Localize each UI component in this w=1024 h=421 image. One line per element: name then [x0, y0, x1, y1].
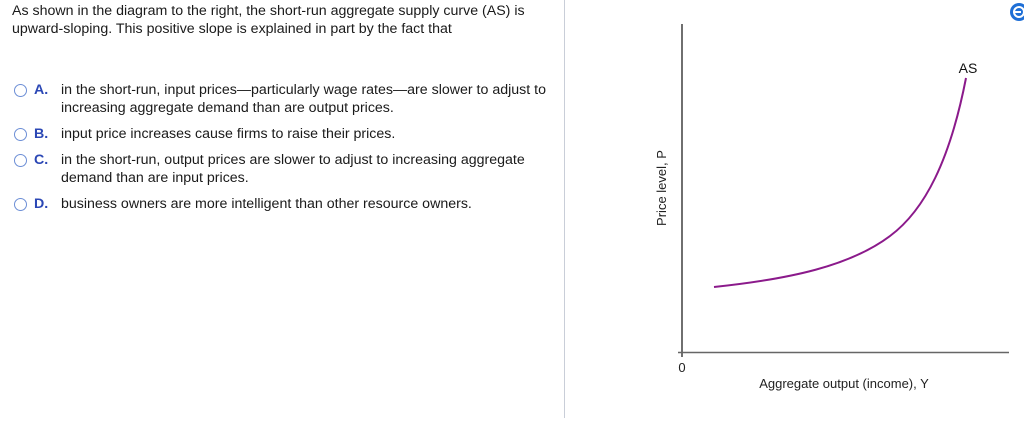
choice-letter: A.: [34, 82, 49, 98]
circle-arrow-icon[interactable]: [1009, 2, 1024, 22]
radio-a[interactable]: [14, 83, 27, 97]
as-curve-label: AS: [959, 60, 978, 76]
choice-letter: C.: [34, 152, 49, 168]
choice-text: in the short-run, input prices—particula…: [61, 82, 546, 116]
radio-c[interactable]: [14, 153, 27, 167]
x-axis-label: Aggregate output (income), Y: [759, 376, 929, 391]
choice-a[interactable]: A. in the short-run, input prices—partic…: [14, 81, 554, 117]
choice-text: business owners are more intelligent tha…: [61, 196, 472, 212]
choice-text: input price increases cause firms to rai…: [61, 126, 396, 142]
choice-letter: B.: [34, 126, 49, 142]
panel-divider: [564, 0, 565, 418]
answer-choices: A. in the short-run, input prices—partic…: [14, 81, 554, 221]
origin-label: 0: [678, 360, 685, 375]
choice-c[interactable]: C. in the short-run, output prices are s…: [14, 151, 554, 187]
choice-letter: D.: [34, 196, 49, 212]
question-text: As shown in the diagram to the right, th…: [12, 3, 525, 37]
as-curve: [713, 77, 967, 288]
radio-d[interactable]: [14, 197, 27, 211]
radio-b[interactable]: [14, 127, 27, 141]
choice-text: in the short-run, output prices are slow…: [61, 152, 525, 186]
choice-b[interactable]: B. input price increases cause firms to …: [14, 125, 554, 143]
choice-d[interactable]: D. business owners are more intelligent …: [14, 195, 554, 213]
aggregate-supply-chart: AS 0 Aggregate output (income), Y Price …: [654, 24, 1009, 391]
y-axis-label: Price level, P: [654, 150, 669, 226]
